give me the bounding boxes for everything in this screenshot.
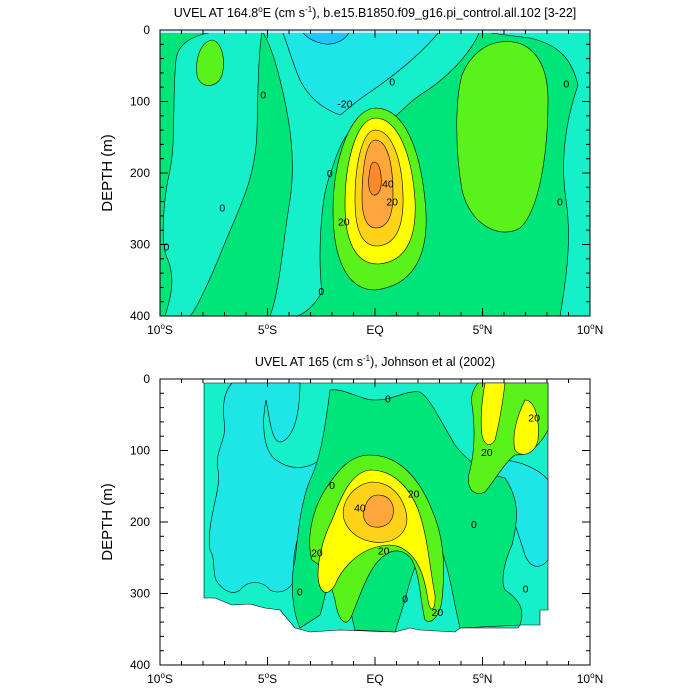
contour-label: 20 <box>481 447 493 459</box>
y-tick-label: 200 <box>130 166 150 180</box>
contour-label: 0 <box>471 519 477 531</box>
contour-label: 20 <box>338 217 350 229</box>
fill-level-neg20-30 <box>301 30 351 45</box>
contour-label: 0 <box>563 79 569 91</box>
contour-label: 20 <box>528 413 540 425</box>
y-axis-label-observed: DEPTH (m) <box>99 483 116 561</box>
contour-label: 20 <box>432 607 444 619</box>
contour-label: 0 <box>318 286 324 298</box>
fill-level-neg20-10-west <box>209 382 325 593</box>
fill-level-neg0-10 <box>162 30 263 316</box>
y-tick-label: 0 <box>143 23 150 37</box>
fill-level-20-30-north <box>480 382 506 445</box>
contour-label: 0 <box>260 89 266 101</box>
contour-label: 0 <box>297 586 303 598</box>
contour-label: 0 <box>557 197 563 209</box>
contour-labels-observed: 0 0 0 0 0 0 20 20 20 20 20 20 40 <box>297 393 540 619</box>
fill-level-neg10-20 <box>281 30 441 116</box>
x-tick-label: EQ <box>366 323 383 337</box>
x-tick-label: 10oS <box>147 671 173 686</box>
panel-model: UVEL AT 164.8oE (cm s-1), b.e15.B1850.f0… <box>99 5 603 337</box>
fill-level-neg0-10-east <box>479 30 590 316</box>
x-tick-label: 10oS <box>147 322 173 337</box>
contour-label: 0 <box>329 480 335 492</box>
contour-label: 0 <box>219 202 225 214</box>
x-tick-label: 5oN <box>473 671 493 686</box>
x-tick-label: 10oN <box>577 671 603 686</box>
contour-label: 0 <box>327 168 333 180</box>
contour-labels-model: 0 0 0 0 0 0 0 0 -20 20 20 40 <box>164 76 570 298</box>
fill-level-20-30-ne <box>513 399 539 455</box>
x-tick-label: 5oS <box>258 322 277 337</box>
y-axis-label-model: DEPTH (m) <box>99 134 116 212</box>
contour-label: 20 <box>378 546 390 558</box>
y-tick-label: 100 <box>130 444 150 458</box>
y-tick-label: 0 <box>143 372 150 386</box>
contour-label: 0 <box>523 583 529 595</box>
contour-label: 20 <box>311 548 323 560</box>
x-tick-label: 10oN <box>577 322 603 337</box>
x-tick-label: 5oN <box>473 322 493 337</box>
contour-label: 0 <box>402 594 408 606</box>
y-tick-label: 300 <box>130 587 150 601</box>
y-tick-label: 400 <box>130 658 150 672</box>
fill-level-50-plus <box>368 161 382 196</box>
contour-label: 20 <box>408 488 420 500</box>
panel-observed: UVEL AT 165 (cm s-1), Johnson et al (200… <box>99 354 603 686</box>
y-tick-label: 300 <box>130 238 150 252</box>
fill-level-10-20-east <box>456 41 549 233</box>
contour-label: 40 <box>382 179 394 191</box>
contour-label: 0 <box>389 76 395 88</box>
y-tick-label: 200 <box>130 515 150 529</box>
y-tick-label: 400 <box>130 309 150 323</box>
contour-label: -20 <box>337 99 352 111</box>
chart-title-model: UVEL AT 164.8oE (cm s-1), b.e15.B1850.f0… <box>174 5 577 20</box>
x-tick-label: 5oS <box>258 671 277 686</box>
contour-label: 20 <box>386 197 398 209</box>
chart-title-observed: UVEL AT 165 (cm s-1), Johnson et al (200… <box>255 354 495 369</box>
fill-level-40-plus <box>363 494 394 528</box>
y-tick-label: 100 <box>130 95 150 109</box>
contour-field-model: 0 0 0 0 0 0 0 0 -20 20 20 40 <box>160 30 590 316</box>
contour-label: 0 <box>164 242 170 254</box>
x-tick-label: EQ <box>366 672 383 686</box>
contour-field-observed: 0 0 0 0 0 0 20 20 20 20 20 20 40 <box>203 382 549 633</box>
contour-label: 40 <box>354 503 366 515</box>
contour-label: 0 <box>385 393 391 405</box>
fill-level-10-20-west <box>196 39 224 86</box>
fill-level-neg0-10-center <box>261 30 481 316</box>
